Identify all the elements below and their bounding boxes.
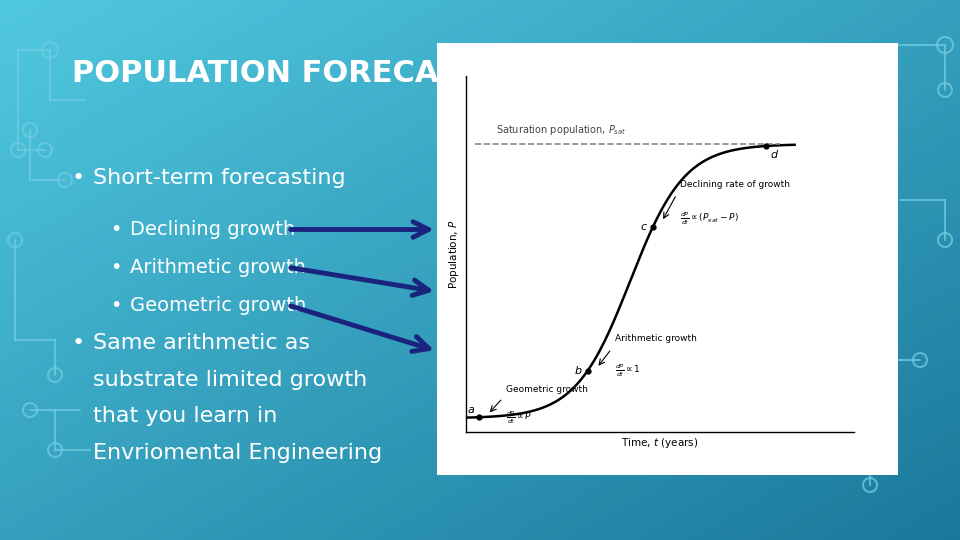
Text: a: a — [468, 404, 474, 415]
Text: POPULATION FORECASTING (GRAPHICAL): POPULATION FORECASTING (GRAPHICAL) — [72, 59, 779, 89]
Text: Arithmetic growth: Arithmetic growth — [614, 334, 696, 343]
Text: b: b — [574, 366, 582, 376]
Text: d: d — [770, 150, 778, 160]
Text: •: • — [72, 333, 85, 353]
Text: $\frac{dP}{dt} \propto 1$: $\frac{dP}{dt} \propto 1$ — [614, 362, 640, 379]
Text: c: c — [640, 222, 647, 232]
Text: Envriomental Engineering: Envriomental Engineering — [93, 443, 382, 463]
Text: Geometric growth: Geometric growth — [130, 295, 306, 315]
Text: that you learn in: that you learn in — [93, 406, 277, 427]
Text: •: • — [72, 168, 85, 188]
Text: Same arithmetic as: Same arithmetic as — [93, 333, 310, 353]
Text: •: • — [110, 220, 122, 239]
Text: $\frac{dP}{dt} \propto P$: $\frac{dP}{dt} \propto P$ — [506, 409, 532, 426]
Text: Saturation population, $P_{sat}$: Saturation population, $P_{sat}$ — [495, 123, 626, 137]
Text: Short-term forecasting: Short-term forecasting — [93, 168, 346, 188]
Text: Arithmetic growth: Arithmetic growth — [130, 258, 305, 277]
X-axis label: Time, $t$ (years): Time, $t$ (years) — [621, 436, 699, 450]
Text: substrate limited growth: substrate limited growth — [93, 369, 368, 390]
Text: Geometric growth: Geometric growth — [506, 385, 588, 394]
Text: Declining growth: Declining growth — [130, 220, 295, 239]
Text: •: • — [110, 295, 122, 315]
Text: Declining rate of growth: Declining rate of growth — [680, 180, 790, 189]
Text: $\frac{dP}{dt} \propto (P_{sat} - P)$: $\frac{dP}{dt} \propto (P_{sat} - P)$ — [680, 211, 738, 227]
Text: •: • — [110, 258, 122, 277]
Y-axis label: Population, $P$: Population, $P$ — [447, 219, 462, 289]
